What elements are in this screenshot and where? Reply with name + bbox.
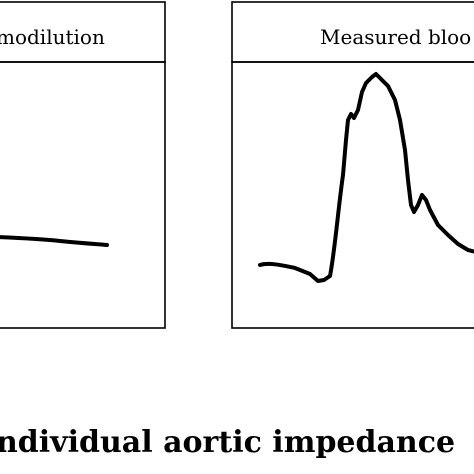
- right-panel-trace: [258, 72, 474, 283]
- left-panel-title: modilution: [0, 25, 105, 49]
- figure-caption: ndividual aortic impedance: [0, 425, 455, 460]
- right-panel: Measured bloo: [231, 1, 474, 329]
- left-panel: modilution: [0, 1, 166, 329]
- left-panel-plot-frame: [0, 61, 166, 329]
- right-panel-title: Measured bloo: [320, 25, 471, 49]
- left-panel-trace: [0, 235, 109, 247]
- right-panel-plot-frame: [231, 61, 474, 329]
